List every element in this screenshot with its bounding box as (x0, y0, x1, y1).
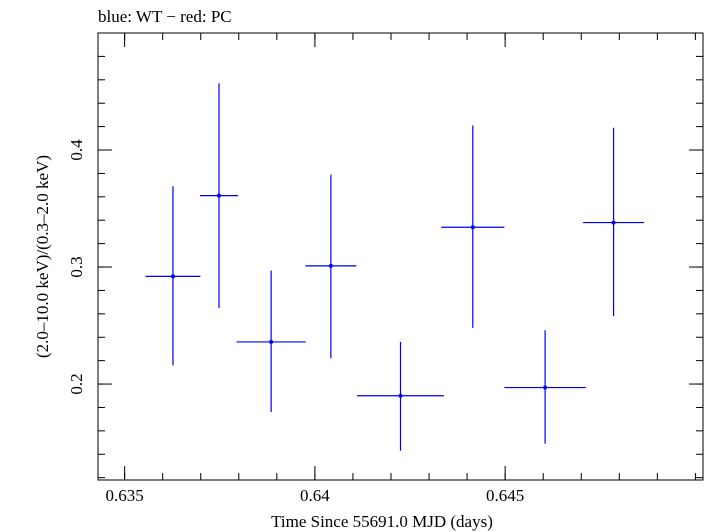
data-points (145, 83, 645, 451)
data-point (145, 186, 201, 366)
x-axis-label: Time Since 55691.0 MJD (days) (271, 512, 493, 531)
point-marker (543, 385, 548, 390)
data-point (357, 341, 444, 451)
x-tick-label: 0.64 (300, 486, 330, 505)
point-marker (269, 339, 274, 344)
data-point (504, 330, 586, 444)
data-point (199, 83, 239, 308)
y-tick-label: 0.3 (67, 256, 86, 277)
point-marker (470, 225, 475, 230)
x-tick-label: 0.635 (106, 486, 144, 505)
point-marker (217, 193, 221, 198)
x-tick-label: 0.645 (486, 486, 524, 505)
data-point (441, 125, 505, 328)
y-tick-label: 0.2 (67, 373, 86, 394)
data-point (236, 270, 306, 413)
plot-frame (97, 32, 704, 481)
data-point (583, 127, 645, 317)
axis-ticks (98, 32, 703, 480)
y-tick-label: 0.4 (67, 139, 86, 161)
y-axis-label: (2.0–10.0 keV)/(0.3–2.0 keV) (33, 155, 52, 358)
data-point (305, 174, 357, 359)
tick-labels: 0.635 0.64 0.645 0.2 0.3 0.4 (67, 139, 524, 505)
point-marker (611, 220, 616, 225)
point-marker (398, 393, 403, 398)
point-marker (170, 274, 175, 279)
point-marker (328, 263, 333, 268)
chart-title: blue: WT − red: PC (98, 7, 232, 26)
